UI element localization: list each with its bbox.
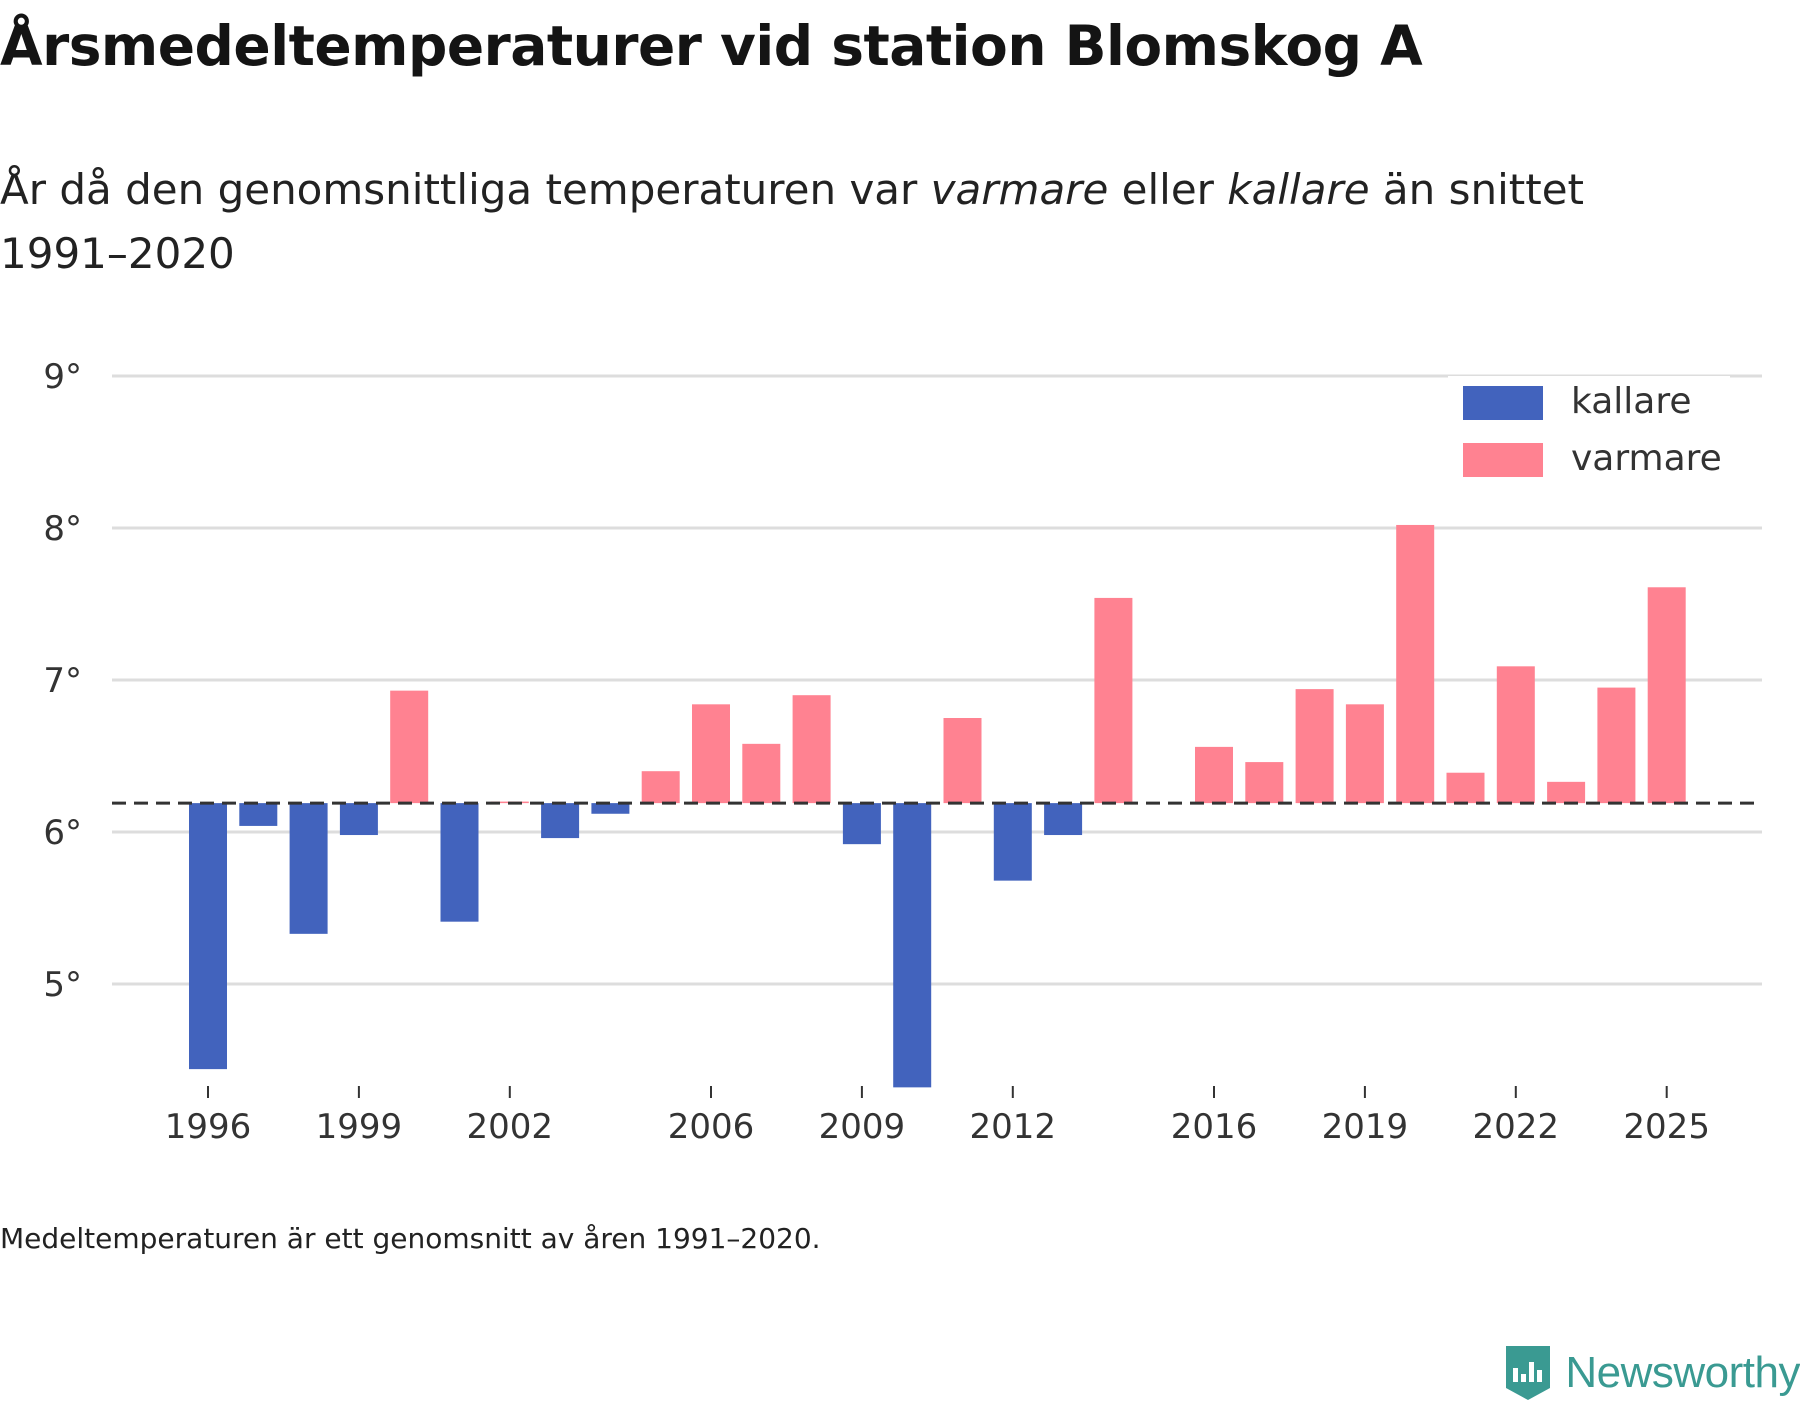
chart-title: Årsmedeltemperaturer vid station Blomsko… xyxy=(0,14,1423,78)
bar-1999[interactable] xyxy=(339,803,378,836)
bar-1996[interactable] xyxy=(189,803,227,1070)
bar-2004[interactable] xyxy=(591,803,630,814)
y-tick-label-7: 7° xyxy=(43,661,82,701)
bar-2005[interactable] xyxy=(641,771,680,804)
bar-2003[interactable] xyxy=(541,803,580,839)
bar-2016[interactable] xyxy=(1195,746,1233,804)
subtitle-text-3: än snittet 1991–2020 xyxy=(0,165,1585,278)
subtitle-cold-word: kallare xyxy=(1227,165,1370,214)
subtitle-text-2: eller xyxy=(1108,165,1228,214)
bar-2008[interactable] xyxy=(792,695,831,804)
legend: kallare varmare xyxy=(1448,376,1730,496)
bar-2011[interactable] xyxy=(943,718,982,804)
y-tick-label-8: 8° xyxy=(43,509,82,549)
x-tick-label-2022: 2022 xyxy=(1473,1107,1560,1147)
x-tick-label-2012: 2012 xyxy=(970,1107,1057,1147)
x-tick-label-2002: 2002 xyxy=(467,1107,554,1147)
temperature-bar-chart: 5° 6° 7° 8° 9° 1996 1999 2002 2006 2009 2012 2016 2… xyxy=(43,357,1762,1147)
bar-layer xyxy=(189,524,1686,1088)
x-tick-label-1999: 1999 xyxy=(316,1107,403,1147)
newsworthy-logo-icon xyxy=(1506,1346,1551,1400)
subtitle-warm-word: varmare xyxy=(930,165,1109,214)
bar-2023[interactable] xyxy=(1547,781,1586,804)
chart-subtitle: År då den genomsnittliga temperaturen va… xyxy=(0,158,1700,286)
bar-2017[interactable] xyxy=(1245,762,1284,804)
bar-2001[interactable] xyxy=(440,803,479,922)
x-tick-label-1996: 1996 xyxy=(165,1107,252,1147)
x-tick-label-2016: 2016 xyxy=(1171,1107,1258,1147)
bar-2018[interactable] xyxy=(1295,689,1334,804)
newsworthy-logo[interactable]: Newsworthy xyxy=(1503,1342,1800,1404)
footnote: Medeltemperaturen är ett genomsnitt av å… xyxy=(0,1222,821,1255)
bar-1998[interactable] xyxy=(289,803,328,934)
bar-2000[interactable] xyxy=(390,690,429,804)
legend-label-varmare: varmare xyxy=(1571,438,1722,479)
bar-2013[interactable] xyxy=(1044,803,1083,836)
bar-2021[interactable] xyxy=(1446,772,1485,804)
legend-swatch-kallare xyxy=(1463,386,1543,420)
bar-2022[interactable] xyxy=(1496,666,1535,804)
y-tick-label-9: 9° xyxy=(43,357,82,397)
subtitle-text-1: År då den genomsnittliga temperaturen va… xyxy=(0,165,931,214)
bar-2012[interactable] xyxy=(993,803,1032,881)
bar-2007[interactable] xyxy=(742,743,781,804)
bar-2020[interactable] xyxy=(1396,524,1435,804)
axis-layer: 1996 1999 2002 2006 2009 2012 2016 2019 2022 2025 xyxy=(165,1086,1710,1147)
newsworthy-logo-text: Newsworthy xyxy=(1565,1348,1800,1397)
bar-2009[interactable] xyxy=(842,803,881,845)
bar-2014[interactable] xyxy=(1094,597,1133,804)
y-tick-label-5: 5° xyxy=(43,965,82,1005)
bar-2024[interactable] xyxy=(1597,687,1636,804)
x-tick-label-2019: 2019 xyxy=(1322,1107,1409,1147)
bar-1997[interactable] xyxy=(239,803,278,826)
bar-2010[interactable] xyxy=(893,803,932,1088)
legend-label-kallare: kallare xyxy=(1571,381,1692,422)
bar-2025[interactable] xyxy=(1647,587,1686,804)
bar-2006[interactable] xyxy=(692,704,730,804)
legend-swatch-varmare xyxy=(1463,443,1543,477)
bar-2019[interactable] xyxy=(1345,704,1384,804)
x-tick-label-2006: 2006 xyxy=(668,1107,755,1147)
x-tick-label-2009: 2009 xyxy=(819,1107,906,1147)
y-tick-label-6: 6° xyxy=(43,813,82,853)
x-tick-label-2025: 2025 xyxy=(1623,1107,1710,1147)
